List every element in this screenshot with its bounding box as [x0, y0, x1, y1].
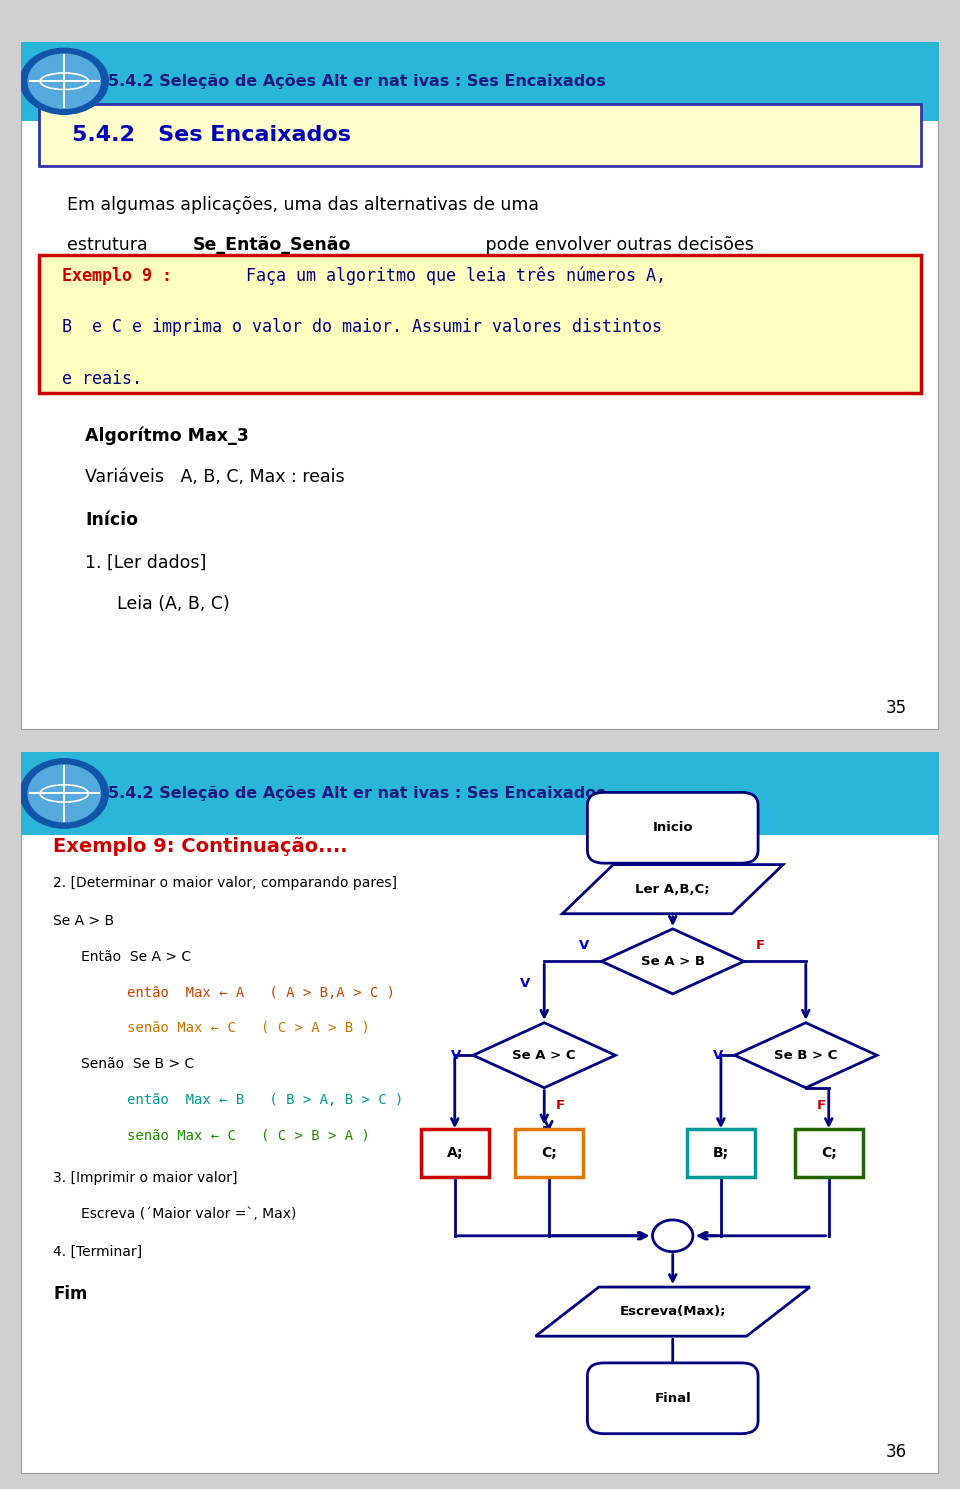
FancyBboxPatch shape [687, 1129, 755, 1176]
Text: Escreva(Max);: Escreva(Max); [619, 1306, 726, 1318]
Text: F: F [756, 940, 765, 951]
Text: Ler A,B,C;: Ler A,B,C; [636, 883, 710, 896]
Polygon shape [536, 1286, 810, 1336]
FancyBboxPatch shape [588, 1362, 758, 1434]
Polygon shape [602, 929, 744, 993]
Text: pode envolver outras decisões: pode envolver outras decisões [480, 235, 754, 253]
Text: 5.4.2 Seleção de Ações Alt er nat ivas : Ses Encaixados: 5.4.2 Seleção de Ações Alt er nat ivas :… [108, 786, 606, 801]
Text: Exemplo 9 :: Exemplo 9 : [62, 267, 182, 284]
FancyBboxPatch shape [21, 752, 939, 835]
Text: C;: C; [540, 1145, 557, 1160]
Text: e reais.: e reais. [62, 369, 142, 387]
Text: Exemplo 9: Continuação....: Exemplo 9: Continuação.... [53, 837, 348, 856]
Circle shape [653, 1219, 693, 1252]
Text: senão Max ← C   ( C > B > A ): senão Max ← C ( C > B > A ) [127, 1129, 370, 1144]
Text: V: V [451, 1048, 461, 1062]
Text: 5.4.2 Seleção de Ações Alt er nat ivas : Ses Encaixados: 5.4.2 Seleção de Ações Alt er nat ivas :… [108, 74, 606, 89]
Text: Se_Então_Senão: Se_Então_Senão [193, 235, 351, 253]
FancyBboxPatch shape [420, 1129, 489, 1176]
Text: B  e C e imprima o valor do maior. Assumir valores distintos: B e C e imprima o valor do maior. Assumi… [62, 319, 662, 337]
Text: 4. [Terminar]: 4. [Terminar] [53, 1245, 142, 1258]
Text: Fim: Fim [53, 1285, 87, 1303]
FancyBboxPatch shape [21, 42, 939, 730]
Text: Senão  Se B > C: Senão Se B > C [81, 1057, 194, 1071]
Text: Final: Final [655, 1392, 691, 1404]
Text: C;: C; [821, 1145, 836, 1160]
Text: Algorítmo Max_3: Algorítmo Max_3 [85, 427, 249, 445]
Text: Se A > C: Se A > C [513, 1048, 576, 1062]
Text: então  Max ← B   ( B > A, B > C ): então Max ← B ( B > A, B > C ) [127, 1093, 403, 1106]
Text: A;: A; [446, 1145, 463, 1160]
Polygon shape [563, 865, 783, 914]
Text: 1. [Ler dados]: 1. [Ler dados] [85, 554, 206, 572]
FancyBboxPatch shape [21, 42, 939, 121]
FancyBboxPatch shape [588, 792, 758, 864]
Text: Leia (A, B, C): Leia (A, B, C) [117, 594, 230, 613]
Text: F: F [555, 1099, 564, 1112]
Text: V: V [712, 1048, 723, 1062]
Text: 36: 36 [886, 1443, 907, 1461]
Text: Início: Início [85, 511, 138, 529]
Text: 35: 35 [886, 700, 907, 718]
Text: 3. [Imprimir o maior valor]: 3. [Imprimir o maior valor] [53, 1170, 238, 1185]
FancyBboxPatch shape [795, 1129, 863, 1176]
Text: estrutura: estrutura [67, 235, 154, 253]
Circle shape [28, 765, 101, 822]
Text: Então  Se A > C: Então Se A > C [81, 950, 191, 963]
Circle shape [28, 54, 101, 109]
Text: Se B > C: Se B > C [774, 1048, 837, 1062]
FancyBboxPatch shape [515, 1129, 583, 1176]
Text: Em algumas aplicações, uma das alternativas de uma: Em algumas aplicações, uma das alternati… [67, 197, 539, 214]
Polygon shape [473, 1023, 615, 1088]
Text: 2. [Determinar o maior valor, comparando pares]: 2. [Determinar o maior valor, comparando… [53, 876, 397, 890]
Circle shape [20, 759, 108, 828]
Text: então  Max ← A   ( A > B,A > C ): então Max ← A ( A > B,A > C ) [127, 986, 395, 1001]
Text: Se A > B: Se A > B [53, 914, 114, 928]
Text: B;: B; [713, 1145, 729, 1160]
FancyBboxPatch shape [21, 752, 939, 1474]
Text: Inicio: Inicio [653, 822, 693, 834]
Text: Se A > B: Se A > B [640, 954, 705, 968]
Text: F: F [817, 1099, 826, 1112]
FancyBboxPatch shape [39, 255, 921, 393]
Text: Faça um algoritmo que leia três números A,: Faça um algoritmo que leia três números … [246, 267, 666, 284]
Text: Variáveis   A, B, C, Max : reais: Variáveis A, B, C, Max : reais [85, 468, 345, 487]
Text: 5.4.2   Ses Encaixados: 5.4.2 Ses Encaixados [72, 125, 350, 144]
Text: senão Max ← C   ( C > A > B ): senão Max ← C ( C > A > B ) [127, 1020, 370, 1035]
FancyBboxPatch shape [39, 104, 921, 165]
Circle shape [20, 48, 108, 115]
Text: Escreva (´Maior valor =`, Max): Escreva (´Maior valor =`, Max) [81, 1208, 296, 1221]
Polygon shape [734, 1023, 876, 1088]
Text: V: V [520, 977, 531, 990]
Text: V: V [580, 940, 589, 951]
